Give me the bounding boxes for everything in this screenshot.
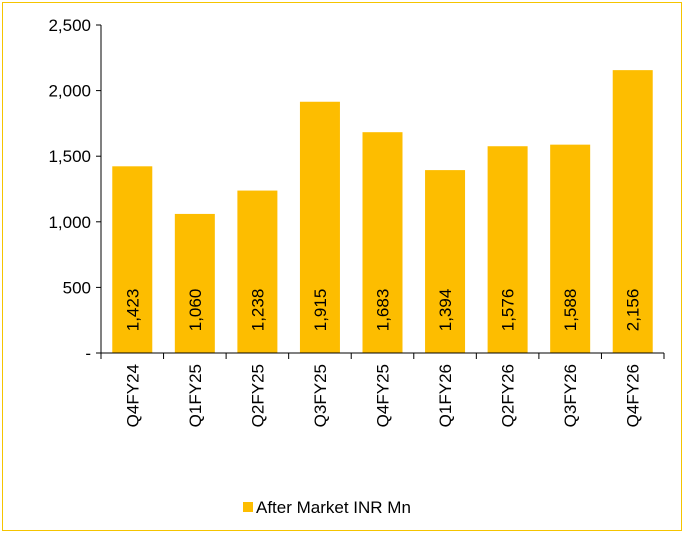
x-tick-label: Q4FY25 — [374, 364, 393, 427]
bar — [237, 190, 278, 353]
y-axis: - 500 1,000 1,500 2,000 2,500 — [48, 16, 102, 363]
x-tick-label: Q4FY24 — [123, 364, 142, 427]
y-tick-label: 1,500 — [48, 147, 91, 166]
bar — [112, 166, 153, 353]
data-label: 1,238 — [248, 289, 267, 332]
y-tick-label: 2,500 — [48, 16, 91, 35]
x-tick-label: Q2FY25 — [248, 364, 267, 427]
bar — [487, 146, 528, 353]
bar — [362, 132, 403, 353]
data-label: 2,156 — [624, 289, 643, 332]
x-axis: Q4FY24 Q1FY25 Q2FY25 Q3FY25 Q4FY25 Q1FY26 Q2FY… — [100, 352, 665, 427]
data-label: 1,394 — [436, 289, 455, 332]
bar — [550, 144, 591, 353]
y-tick-label: 2,000 — [48, 82, 91, 101]
data-label: 1,576 — [499, 289, 518, 332]
x-tick-label: Q1FY25 — [186, 364, 205, 427]
x-tick-label: Q3FY26 — [561, 364, 580, 427]
bar — [612, 70, 653, 353]
y-tick-label: 1,000 — [48, 213, 91, 232]
data-label: 1,423 — [123, 289, 142, 332]
legend: After Market INR Mn — [243, 498, 411, 517]
bar — [425, 170, 466, 353]
legend-label: After Market INR Mn — [256, 498, 411, 517]
y-tick-label: 500 — [63, 278, 91, 297]
x-tick-label: Q1FY26 — [436, 364, 455, 427]
x-tick-label: Q4FY26 — [624, 364, 643, 427]
data-label: 1,915 — [311, 289, 330, 332]
x-tick-label: Q3FY25 — [311, 364, 330, 427]
bar — [174, 213, 215, 353]
bars: 1,423 1,060 1,238 1,915 1,683 1,394 1,576 1,588… — [112, 70, 653, 353]
bar — [299, 101, 340, 353]
legend-swatch — [243, 502, 253, 512]
data-label: 1,060 — [186, 289, 205, 332]
y-tick-label: - — [85, 344, 91, 363]
x-tick-label: Q2FY26 — [499, 364, 518, 427]
data-label: 1,683 — [374, 289, 393, 332]
data-label: 1,588 — [561, 289, 580, 332]
